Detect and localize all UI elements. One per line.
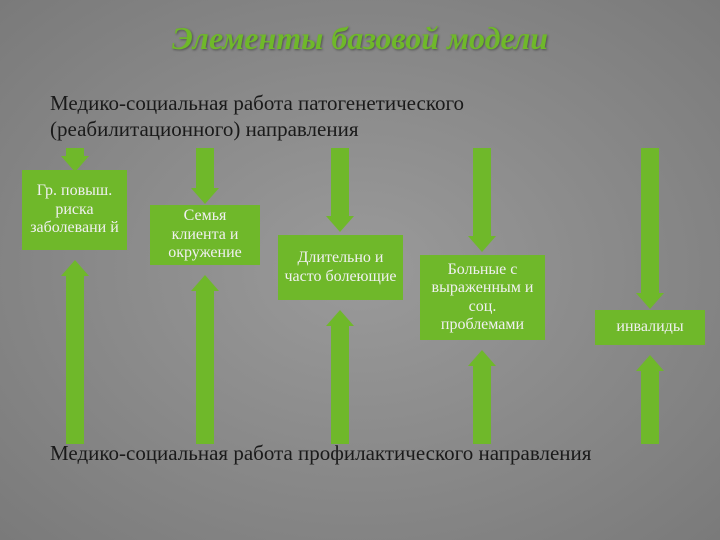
subtitle-bottom: Медико-социальная работа профилактическо… xyxy=(50,440,610,466)
box-frequent: Длительно и часто болеющие xyxy=(278,235,403,300)
box-risk: Гр. повыш. риска заболевани й xyxy=(22,170,127,250)
box-disabled: инвалиды xyxy=(595,310,705,345)
page-title: Элементы базовой модели xyxy=(0,20,720,57)
subtitle-top: Медико-социальная работа патогенетическо… xyxy=(50,90,610,143)
box-family: Семья клиента и окружение xyxy=(150,205,260,265)
box-patients: Больные с выраженным и соц. проблемами xyxy=(420,255,545,340)
